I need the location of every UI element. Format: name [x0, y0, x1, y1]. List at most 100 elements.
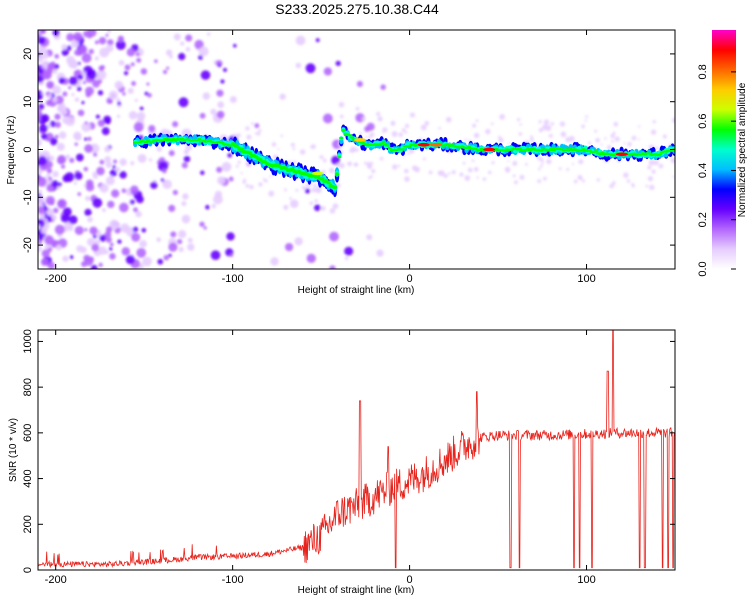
- heatmap-blob: [77, 61, 81, 65]
- heatmap-blob: [376, 111, 381, 117]
- heatmap-blob: [361, 116, 366, 122]
- heatmap-blob: [217, 101, 225, 109]
- heatmap-blob: [198, 46, 209, 57]
- heatmap-blob: [566, 167, 570, 171]
- heatmap-blob: [38, 32, 41, 37]
- heatmap-blob: [116, 98, 121, 103]
- heatmap-blob: [368, 176, 372, 180]
- heatmap-blob: [52, 97, 58, 103]
- heatmap-blob: [525, 163, 528, 166]
- heatmap-blob: [60, 164, 66, 169]
- heatmap-blob: [131, 232, 141, 242]
- heatmap-blob: [163, 69, 168, 75]
- heatmap-blob: [157, 258, 164, 265]
- heatmap-blob: [482, 177, 487, 181]
- heatmap-blob: [292, 147, 296, 151]
- heatmap-blob: [105, 161, 113, 169]
- x-tick-label: 0: [407, 273, 413, 285]
- ridge-peak: [311, 171, 324, 176]
- heatmap-blob: [74, 225, 84, 235]
- heatmap-blob: [90, 264, 98, 269]
- heatmap-blob: [105, 176, 115, 186]
- y-tick-label: 400: [22, 469, 34, 487]
- heatmap-blob: [227, 153, 232, 158]
- heatmap-blob: [565, 136, 571, 143]
- heatmap-blob: [420, 124, 427, 131]
- heatmap-blob: [103, 115, 112, 124]
- heatmap-blob: [604, 137, 607, 140]
- heatmap-blob: [638, 125, 641, 128]
- heatmap-blob: [54, 95, 64, 105]
- heatmap-blob: [168, 150, 175, 157]
- heatmap-blob: [424, 120, 430, 126]
- heatmap-blob: [560, 131, 567, 138]
- heatmap-blob: [662, 134, 667, 139]
- heatmap-blob: [355, 106, 360, 111]
- heatmap-blob: [74, 70, 79, 75]
- heatmap-blob: [52, 68, 58, 74]
- heatmap-blob: [546, 158, 552, 165]
- heatmap-blob: [364, 126, 371, 132]
- heatmap-blob: [211, 203, 216, 209]
- heatmap-blob: [54, 224, 65, 235]
- heatmap-blob: [366, 161, 373, 168]
- heatmap-blob: [254, 132, 257, 135]
- heatmap-blob: [311, 187, 316, 193]
- ridge-peak: [430, 142, 443, 147]
- heatmap-blob: [135, 210, 142, 218]
- heatmap-blob: [581, 124, 585, 129]
- heatmap-blob: [69, 76, 78, 86]
- heatmap-blob: [55, 244, 62, 251]
- heatmap-blob: [491, 122, 494, 126]
- heatmap-blob: [168, 204, 176, 212]
- ridge-peak: [483, 147, 496, 152]
- heatmap-blob: [128, 111, 138, 120]
- ridge-cell: [379, 142, 384, 145]
- heatmap-blob: [206, 32, 211, 36]
- heatmap-blob: [38, 234, 44, 241]
- heatmap-blob: [129, 199, 135, 205]
- heatmap-blob: [52, 170, 59, 178]
- heatmap-blob: [579, 176, 583, 181]
- heatmap-blob: [315, 38, 320, 43]
- heatmap-blob: [631, 183, 635, 187]
- heatmap-blob: [136, 248, 147, 258]
- heatmap-blob: [38, 229, 41, 233]
- heatmap-blob: [217, 63, 222, 68]
- colorbar-tick-label: 0.8: [697, 64, 709, 79]
- heatmap-blob: [538, 127, 544, 133]
- heatmap-blob: [38, 176, 47, 187]
- heatmap-blob: [338, 184, 341, 187]
- heatmap-blob: [76, 86, 82, 92]
- heatmap-blob: [94, 40, 99, 45]
- heatmap-blob: [69, 157, 75, 163]
- y-tick-label: 1000: [22, 329, 34, 353]
- heatmap-blob: [49, 120, 56, 128]
- heatmap-blob: [118, 59, 125, 66]
- heatmap-blob: [606, 145, 612, 150]
- heatmap-blob: [548, 133, 553, 138]
- heatmap-blob: [84, 228, 88, 232]
- heatmap-blob: [98, 262, 103, 267]
- heatmap-blob: [51, 180, 59, 188]
- heatmap-blob: [353, 162, 359, 167]
- ridge-cell: [341, 129, 346, 132]
- heatmap-blob: [84, 137, 88, 141]
- heatmap-blob: [53, 63, 60, 70]
- ridge-cell: [179, 137, 185, 140]
- heatmap-blob: [105, 44, 114, 53]
- heatmap-blob: [160, 178, 165, 182]
- heatmap-blob: [181, 162, 188, 169]
- heatmap-blob: [344, 256, 349, 260]
- heatmap-blob: [38, 212, 46, 220]
- heatmap-blob: [226, 232, 235, 241]
- ridge-cell: [347, 134, 352, 137]
- heatmap-blob: [269, 175, 272, 178]
- heatmap-blob: [45, 100, 52, 106]
- heatmap-blob: [329, 208, 336, 214]
- heatmap-blob: [108, 247, 113, 251]
- heatmap-blob: [398, 132, 403, 138]
- heatmap-blob: [258, 182, 263, 187]
- heatmap-blob: [51, 214, 57, 220]
- colorbar-tick-label: 0.2: [697, 212, 709, 227]
